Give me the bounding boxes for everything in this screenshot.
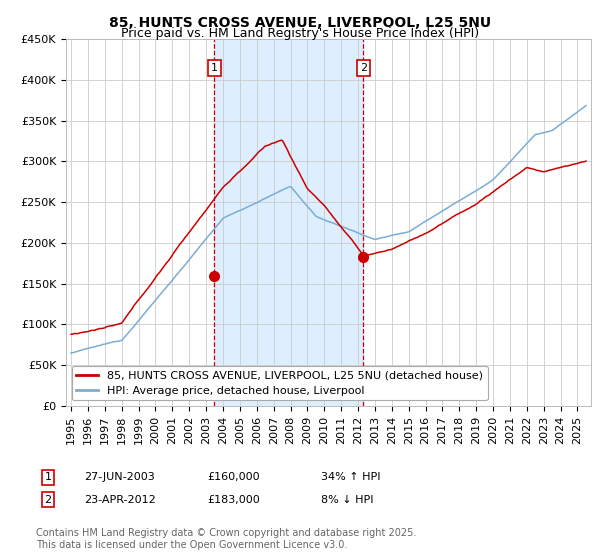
Text: Price paid vs. HM Land Registry's House Price Index (HPI): Price paid vs. HM Land Registry's House …	[121, 27, 479, 40]
Text: 85, HUNTS CROSS AVENUE, LIVERPOOL, L25 5NU: 85, HUNTS CROSS AVENUE, LIVERPOOL, L25 5…	[109, 16, 491, 30]
Text: 2: 2	[360, 63, 367, 73]
Text: 23-APR-2012: 23-APR-2012	[84, 494, 156, 505]
Text: 1: 1	[44, 472, 52, 482]
Text: £160,000: £160,000	[207, 472, 260, 482]
Text: 34% ↑ HPI: 34% ↑ HPI	[321, 472, 380, 482]
Text: £183,000: £183,000	[207, 494, 260, 505]
Text: 27-JUN-2003: 27-JUN-2003	[84, 472, 155, 482]
Text: 2: 2	[44, 494, 52, 505]
Text: 1: 1	[211, 63, 218, 73]
Legend: 85, HUNTS CROSS AVENUE, LIVERPOOL, L25 5NU (detached house), HPI: Average price,: 85, HUNTS CROSS AVENUE, LIVERPOOL, L25 5…	[71, 366, 488, 400]
Text: 8% ↓ HPI: 8% ↓ HPI	[321, 494, 373, 505]
Bar	[214, 39, 363, 406]
Text: Contains HM Land Registry data © Crown copyright and database right 2025.
This d: Contains HM Land Registry data © Crown c…	[36, 528, 416, 550]
